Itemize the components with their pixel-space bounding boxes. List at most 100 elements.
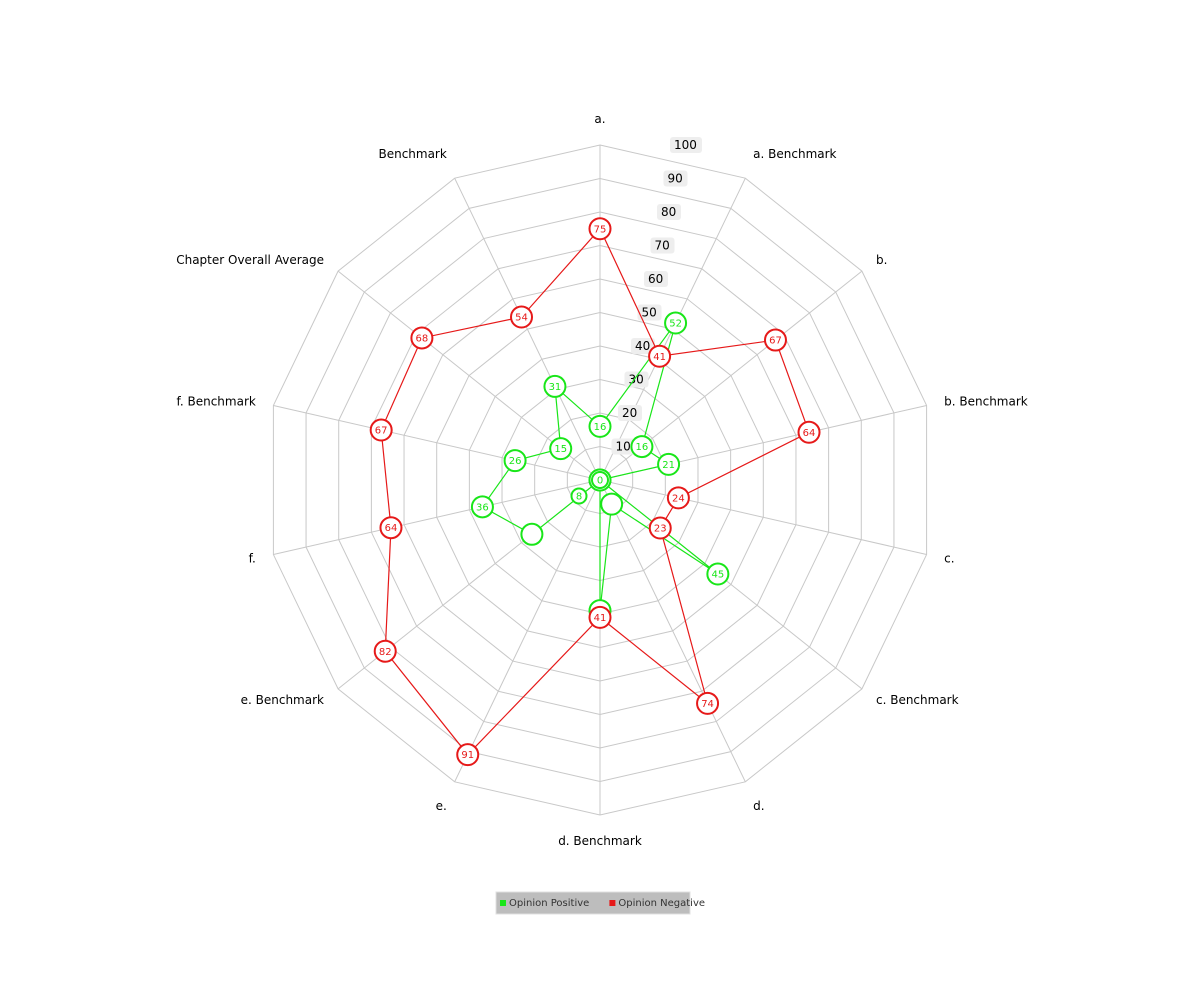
data-point[interactable] bbox=[520, 522, 544, 546]
axis-label: Chapter Overall Average bbox=[176, 253, 324, 267]
tick-label-text: 40 bbox=[635, 339, 650, 353]
legend-swatch bbox=[500, 900, 506, 906]
data-point[interactable]: 45 bbox=[706, 562, 730, 586]
legend-item[interactable]: Opinion Positive bbox=[500, 898, 589, 909]
data-label: 41 bbox=[653, 352, 666, 363]
axis-label: a. Benchmark bbox=[753, 147, 836, 161]
tick-label-text: 70 bbox=[655, 239, 670, 253]
tick-label-text: 100 bbox=[674, 138, 697, 152]
data-point[interactable]: 16 bbox=[630, 435, 654, 459]
tick-label: 70 bbox=[650, 237, 675, 254]
legend-item[interactable]: Opinion Negative bbox=[609, 898, 705, 909]
axis-label: c. bbox=[944, 552, 954, 566]
data-point-marker[interactable] bbox=[410, 326, 434, 350]
data-point[interactable]: 67 bbox=[763, 328, 787, 352]
data-point[interactable]: 91 bbox=[456, 743, 480, 767]
tick-label: 90 bbox=[663, 170, 688, 187]
data-point[interactable]: 41 bbox=[588, 605, 612, 629]
data-label: 54 bbox=[515, 313, 528, 324]
tick-label-bg bbox=[670, 137, 702, 153]
legend: Opinion Positive Opinion Negative bbox=[495, 891, 705, 915]
data-label: 91 bbox=[461, 750, 474, 761]
data-point-marker[interactable] bbox=[379, 516, 403, 540]
data-point[interactable]: 75 bbox=[588, 217, 612, 241]
data-label: 74 bbox=[701, 699, 714, 710]
data-point-marker[interactable] bbox=[543, 374, 567, 398]
data-point[interactable]: 8 bbox=[570, 487, 588, 505]
tick-label-text: 50 bbox=[642, 306, 657, 320]
data-point-marker[interactable] bbox=[591, 471, 609, 489]
axis-label: c. Benchmark bbox=[876, 693, 959, 707]
data-point-marker[interactable] bbox=[369, 418, 393, 442]
data-point[interactable]: 68 bbox=[410, 326, 434, 350]
data-point-marker[interactable] bbox=[630, 435, 654, 459]
tick-label: 10 bbox=[611, 438, 636, 455]
data-label: 45 bbox=[711, 569, 724, 580]
data-point-marker[interactable] bbox=[657, 452, 681, 476]
data-label: 21 bbox=[662, 460, 675, 471]
data-point-marker[interactable] bbox=[666, 486, 690, 510]
axis-label: b. bbox=[876, 253, 887, 267]
data-point-marker[interactable] bbox=[588, 217, 612, 241]
data-point[interactable]: 64 bbox=[379, 516, 403, 540]
tick-label: 60 bbox=[644, 271, 668, 287]
data-point-marker[interactable] bbox=[470, 495, 494, 519]
legend-label: Opinion Negative bbox=[618, 898, 705, 909]
data-label: 75 bbox=[594, 224, 607, 235]
data-point-marker[interactable] bbox=[588, 414, 612, 438]
tick-label-text: 60 bbox=[648, 272, 663, 286]
data-point[interactable]: 31 bbox=[543, 374, 567, 398]
tick-label-bg bbox=[650, 237, 675, 254]
tick-label: 50 bbox=[637, 304, 662, 321]
data-label: 36 bbox=[476, 502, 489, 513]
data-point-marker[interactable] bbox=[549, 437, 573, 461]
data-point-marker[interactable] bbox=[763, 328, 787, 352]
data-point[interactable]: 41 bbox=[648, 344, 672, 368]
data-point-marker[interactable] bbox=[664, 311, 688, 335]
data-label: 15 bbox=[554, 444, 567, 455]
axis-spoke bbox=[273, 404, 601, 481]
data-label: 67 bbox=[375, 426, 388, 437]
data-point-marker[interactable] bbox=[510, 305, 534, 329]
data-point[interactable]: 82 bbox=[373, 639, 397, 663]
data-point-marker[interactable] bbox=[648, 344, 672, 368]
axis-label: b. Benchmark bbox=[944, 394, 1028, 408]
data-label: 31 bbox=[549, 382, 562, 393]
data-point[interactable]: 21 bbox=[657, 452, 681, 476]
radial-tick-labels: 10 20 30 40 50 60 70 80 90 100 bbox=[611, 137, 702, 455]
data-point-marker[interactable] bbox=[588, 605, 612, 629]
data-point[interactable]: 16 bbox=[588, 414, 612, 438]
data-point-marker[interactable] bbox=[648, 516, 672, 540]
tick-label: 30 bbox=[624, 371, 649, 388]
data-label: 64 bbox=[385, 523, 398, 534]
data-point-marker[interactable] bbox=[797, 420, 821, 444]
data-point-marker[interactable] bbox=[520, 522, 544, 546]
data-point-marker[interactable] bbox=[456, 743, 480, 767]
axis-spoke bbox=[454, 479, 601, 783]
data-label: 8 bbox=[576, 492, 582, 503]
data-point-marker[interactable] bbox=[373, 639, 397, 663]
data-point-marker[interactable] bbox=[570, 487, 588, 505]
data-point[interactable]: 36 bbox=[470, 495, 494, 519]
data-point-marker[interactable] bbox=[696, 691, 720, 715]
data-point[interactable]: 67 bbox=[369, 418, 393, 442]
axis-label: f. bbox=[249, 552, 256, 566]
axis-label: f. Benchmark bbox=[177, 394, 256, 408]
data-point[interactable] bbox=[600, 492, 624, 516]
series-line bbox=[380, 227, 810, 756]
data-point[interactable]: 64 bbox=[797, 420, 821, 444]
data-point[interactable]: 52 bbox=[664, 311, 688, 335]
data-point-marker[interactable] bbox=[706, 562, 730, 586]
data-point-marker[interactable] bbox=[503, 449, 527, 473]
data-label: 82 bbox=[379, 647, 392, 658]
data-point[interactable]: 74 bbox=[696, 691, 720, 715]
data-point[interactable]: 54 bbox=[510, 305, 534, 329]
data-point[interactable]: 24 bbox=[666, 486, 690, 510]
data-label: 67 bbox=[769, 336, 782, 347]
axis-spoke bbox=[599, 479, 927, 556]
data-point[interactable]: 0 bbox=[591, 471, 609, 489]
data-point-marker[interactable] bbox=[600, 492, 624, 516]
data-point[interactable]: 26 bbox=[503, 449, 527, 473]
data-point[interactable]: 15 bbox=[549, 437, 573, 461]
data-point[interactable]: 23 bbox=[648, 516, 672, 540]
